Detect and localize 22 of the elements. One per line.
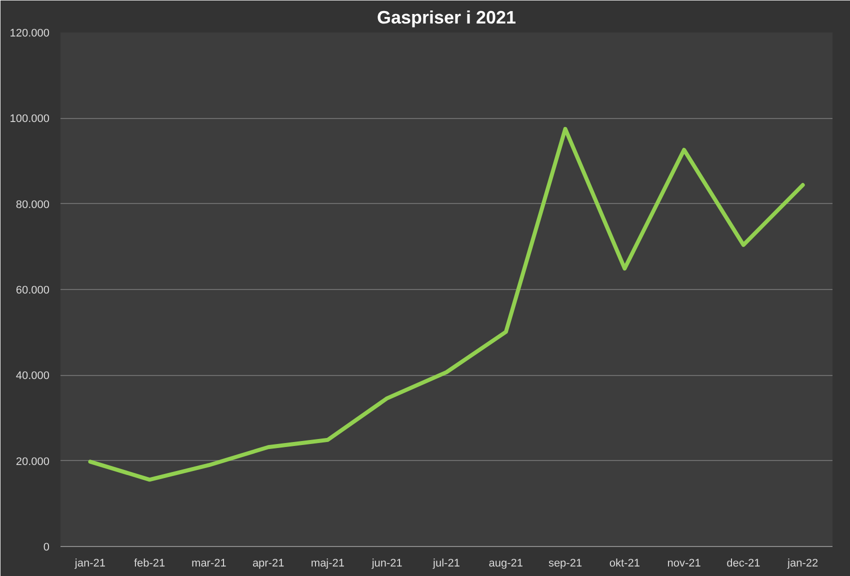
text: 0 <box>43 542 50 554</box>
x-tick-label: nov-21 <box>667 558 701 570</box>
x-tick-label: sep-21 <box>548 558 582 570</box>
x-tick-label: jan-22 <box>786 558 818 570</box>
y-tick-label: 60.000 <box>16 284 50 296</box>
line-series <box>88 126 805 482</box>
chart-title: Gaspriser i 2021 <box>376 8 516 28</box>
y-tick-label: 40.000 <box>16 370 50 382</box>
x-tick-label: jan-21 <box>74 558 106 570</box>
x-tick-label: mar-21 <box>192 558 226 570</box>
x-tick-label: jun-21 <box>370 558 402 570</box>
x-tick-label: okt-21 <box>609 558 640 570</box>
x-tick-label: feb-21 <box>134 558 166 570</box>
y-tick-label: 100.000 <box>10 113 50 126</box>
x-tick-label: apr-21 <box>252 558 284 570</box>
x-tick-label: dec-21 <box>726 558 760 570</box>
y-tick-label: 20.000 <box>16 456 50 468</box>
y-tick-label: 120.000 <box>10 28 50 40</box>
x-tick-label: aug-21 <box>488 558 524 570</box>
x-tick-label: maj-21 <box>310 558 345 570</box>
y-tick-label: 80.000 <box>16 198 50 211</box>
x-tick-label: jul-21 <box>432 558 460 570</box>
